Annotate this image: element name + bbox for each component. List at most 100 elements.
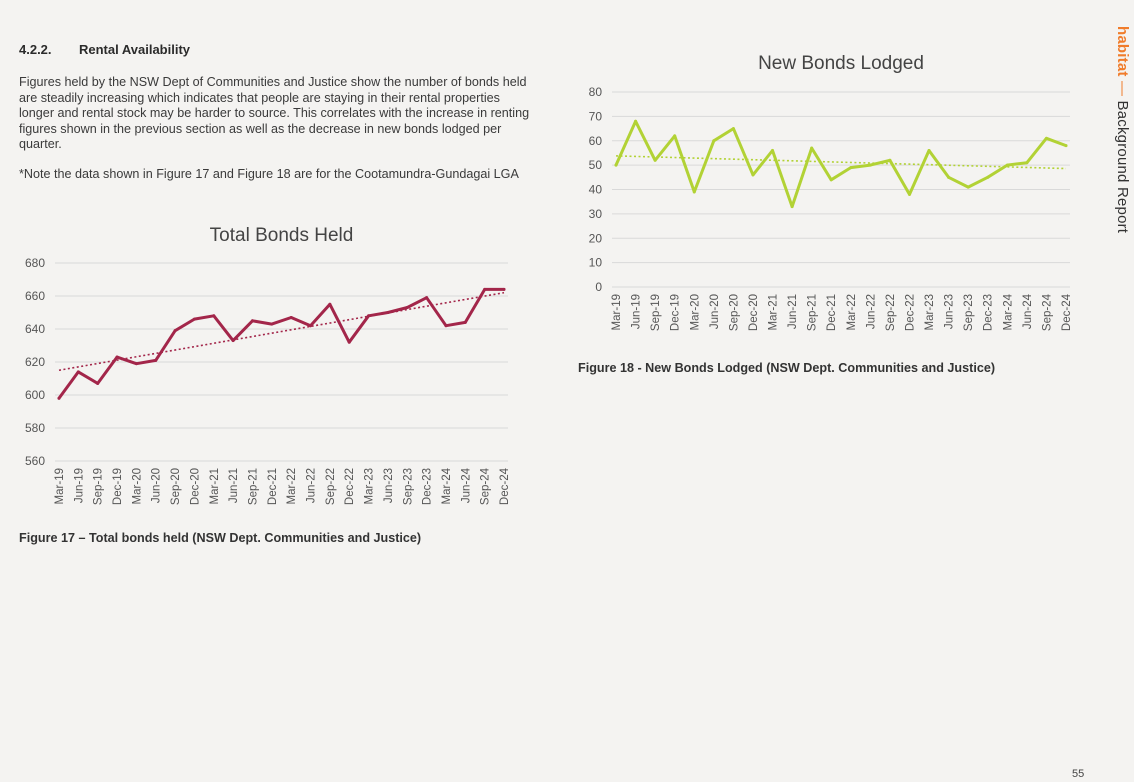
data-point <box>771 149 775 152</box>
data-point <box>790 205 794 209</box>
series-line <box>57 287 506 400</box>
data-point <box>1025 161 1029 165</box>
x-tick-label: Mar-21 <box>209 468 221 504</box>
x-tick-label: Jun-24 <box>460 467 472 503</box>
y-tick-label: 600 <box>25 388 45 402</box>
data-point <box>347 340 351 344</box>
x-tick-label: Jun-23 <box>944 294 956 329</box>
x-tick-label: Jun-21 <box>787 294 799 329</box>
y-tick-label: 620 <box>25 355 45 369</box>
data-point <box>76 370 80 374</box>
data-point <box>405 306 409 310</box>
x-tick-label: Jun-20 <box>709 294 721 329</box>
y-tick-label: 560 <box>25 454 45 468</box>
data-point <box>947 175 951 179</box>
x-tick-label: Dec-21 <box>826 294 838 331</box>
trendline <box>58 291 505 372</box>
x-tick-label: Jun-22 <box>865 294 877 329</box>
x-tick-label: Sep-19 <box>93 468 105 505</box>
x-tick-label: Jun-19 <box>631 294 643 329</box>
data-point <box>653 158 657 162</box>
report-title: Background Report <box>1114 100 1131 234</box>
y-tick-label: 70 <box>589 109 603 123</box>
page-number: 55 <box>1072 768 1085 780</box>
x-tick-label: Sep-24 <box>480 467 492 505</box>
x-tick-label: Dec-24 <box>499 467 511 505</box>
data-point <box>154 358 158 362</box>
x-tick-label: Mar-20 <box>131 468 143 504</box>
x-tick-label: Sep-24 <box>1041 293 1053 331</box>
x-tick-label: Dec-19 <box>670 294 682 331</box>
series-line <box>614 119 1068 209</box>
y-tick-label: 0 <box>595 280 602 294</box>
x-tick-label: Dec-24 <box>1061 293 1073 331</box>
x-tick-label: Mar-23 <box>364 468 376 504</box>
x-tick-label: Mar-20 <box>689 294 701 330</box>
section-title: Rental Availability <box>79 42 191 57</box>
data-point <box>673 134 677 138</box>
x-tick-label: Dec-23 <box>422 468 434 505</box>
y-tick-label: 580 <box>25 421 45 435</box>
data-point <box>483 287 487 291</box>
y-tick-label: 80 <box>589 85 603 99</box>
x-tick-label: Jun-22 <box>306 468 318 503</box>
data-point <box>502 287 506 291</box>
data-point <box>444 324 448 328</box>
total-bonds-held-chart: Total Bonds Held 560 580 600 620 640 660 680 Mar… <box>25 225 511 505</box>
data-point <box>115 355 119 359</box>
data-point <box>270 322 274 326</box>
data-point <box>712 139 716 143</box>
x-tick-label: Sep-22 <box>325 468 337 505</box>
side-header: habitat — Background Report <box>1114 26 1131 233</box>
data-point <box>309 324 313 328</box>
data-point <box>810 146 814 150</box>
data-point <box>212 314 216 318</box>
x-tick-label: Mar-19 <box>54 468 66 504</box>
chart-title: New Bonds Lodged <box>758 53 924 74</box>
new-bonds-lodged-chart: New Bonds Lodged 0 10 20 30 40 50 60 70 80 Mar-19 J… <box>589 53 1073 331</box>
data-point <box>1005 163 1009 167</box>
figure-18-caption: Figure 18 - New Bonds Lodged (NSW Dept. … <box>578 361 996 375</box>
note-paragraph: *Note the data shown in Figure 17 and Fi… <box>19 167 519 181</box>
x-tick-label: Dec-20 <box>748 294 760 331</box>
x-tick-label: Mar-22 <box>286 468 298 504</box>
y-tick-label: 50 <box>589 158 603 172</box>
x-tick-label: Sep-21 <box>807 294 819 331</box>
data-point <box>751 173 755 177</box>
x-tick-label: Dec-22 <box>344 468 356 505</box>
data-point <box>1044 136 1048 140</box>
data-point <box>927 149 931 152</box>
data-point <box>57 396 61 400</box>
brand-logo-text: habitat <box>1114 26 1131 77</box>
data-point <box>386 311 390 314</box>
data-point <box>1064 144 1068 148</box>
x-tick-label: Sep-19 <box>650 294 662 331</box>
x-tick-label: Jun-19 <box>73 468 85 503</box>
y-tick-label: 660 <box>25 289 45 303</box>
data-point <box>425 296 429 300</box>
x-tick-label: Mar-23 <box>924 294 936 330</box>
y-tick-label: 10 <box>589 256 603 270</box>
data-point <box>829 178 833 182</box>
data-point <box>250 319 254 323</box>
x-tick-label: Sep-22 <box>885 294 897 331</box>
x-tick-label: Jun-21 <box>228 468 240 503</box>
x-tick-label: Sep-21 <box>247 468 259 505</box>
x-tick-label: Jun-24 <box>1022 293 1034 329</box>
x-tick-label: Sep-23 <box>963 294 975 331</box>
y-tick-label: 30 <box>589 207 603 221</box>
data-point <box>367 314 371 318</box>
x-tick-label: Mar-21 <box>768 294 780 330</box>
x-tick-label: Dec-19 <box>112 468 124 505</box>
x-tick-label: Dec-23 <box>983 294 995 331</box>
data-point <box>192 317 196 321</box>
data-point <box>231 339 235 343</box>
y-tick-label: 680 <box>25 256 45 270</box>
figure-17-caption: Figure 17 – Total bonds held (NSW Dept. … <box>19 531 422 545</box>
data-point <box>731 127 735 131</box>
x-tick-label: Jun-23 <box>383 468 395 503</box>
x-tick-label: Mar-24 <box>1002 293 1014 330</box>
data-point <box>289 315 293 319</box>
data-point <box>849 166 853 170</box>
data-point <box>966 185 970 189</box>
